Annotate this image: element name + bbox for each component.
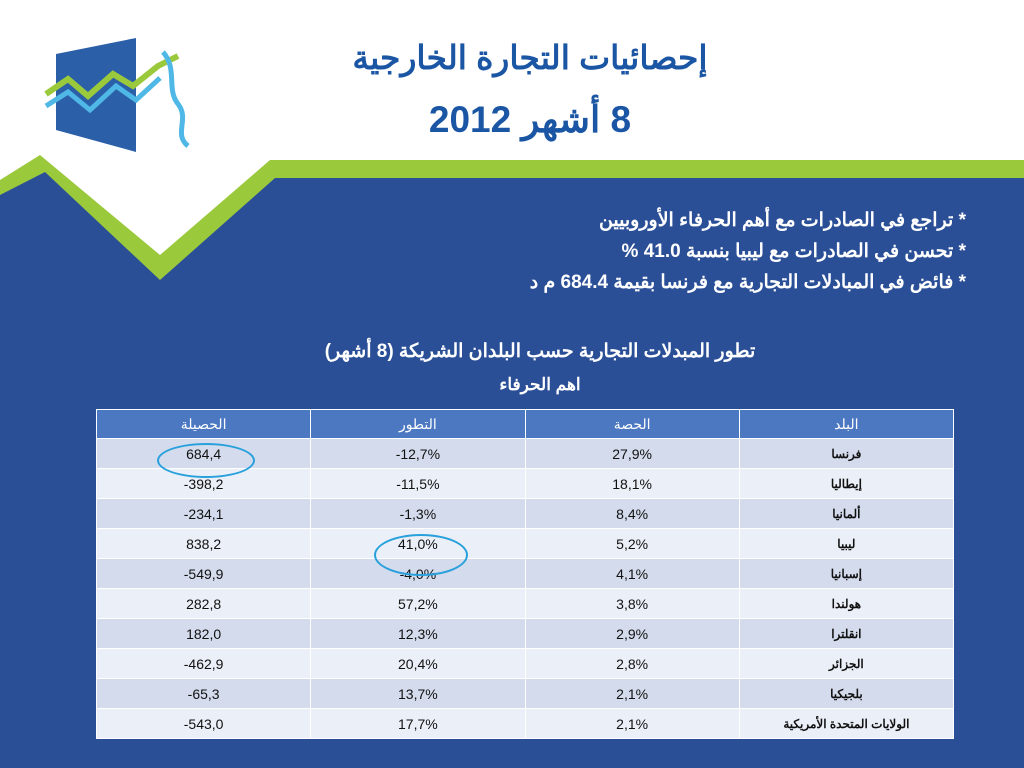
cell-country: الجزائر (738, 648, 955, 679)
cell-country: هولندا (738, 588, 955, 619)
cell-share: 2,1% (524, 708, 740, 739)
page-subtitle-period: 8 أشهر 2012 (428, 99, 632, 140)
cell-share: 3,8% (524, 588, 740, 619)
header-share: الحصة (524, 409, 740, 439)
cell-country: ليبيا (738, 528, 955, 559)
cell-share: 8,4% (524, 498, 740, 529)
cell-growth: 17,7% (310, 708, 526, 739)
cell-growth: -12,7% (310, 438, 526, 469)
cell-share: 18,1% (524, 468, 740, 499)
cell-growth: -11,5% (310, 468, 526, 499)
cell-growth: 20,4% (310, 648, 526, 679)
cell-share: 2,8% (524, 648, 740, 679)
highlight-circle-france-balance (157, 443, 255, 478)
cell-growth: 13,7% (310, 678, 526, 709)
cell-balance: 838,2 (95, 528, 312, 559)
table-caption: اهم الحرفاء (499, 375, 581, 394)
header-growth: التطور (310, 409, 526, 439)
table-row: ألمانيا 8,4% -1,3% -234,1 (95, 498, 955, 529)
table-header-row: البلد الحصة التطور الحصيلة (95, 409, 955, 439)
highlights-list: * تراجع في الصادرات مع أهم الحرفاء الأور… (266, 205, 966, 298)
cell-share: 4,1% (524, 558, 740, 589)
cell-country: إسبانيا (738, 558, 955, 589)
cell-balance: 282,8 (95, 588, 312, 619)
table-row: هولندا 3,8% 57,2% 282,8 (95, 588, 955, 619)
header-balance: الحصيلة (95, 409, 312, 439)
table-row: الولايات المتحدة الأمريكية 2,1% 17,7% -5… (95, 708, 955, 739)
cell-balance: -234,1 (95, 498, 312, 529)
cell-country: إيطاليا (738, 468, 955, 499)
table-row: بلجيكيا 2,1% 13,7% -65,3 (95, 678, 955, 709)
cell-growth: -1,3% (310, 498, 526, 529)
header-country: البلد (738, 409, 955, 439)
cell-balance: -462,9 (95, 648, 312, 679)
trade-partners-table: البلد الحصة التطور الحصيلة فرنسا 27,9% -… (95, 409, 955, 739)
cell-country: ألمانيا (738, 498, 955, 529)
highlight-item: * فائض في المبادلات التجارية مع فرنسا بق… (529, 272, 966, 293)
cell-share: 2,9% (524, 618, 740, 649)
cell-country: بلجيكيا (738, 678, 955, 709)
table-row: إسبانيا 4,1% -4,0% -549,9 (95, 558, 955, 589)
cell-balance: 182,0 (95, 618, 312, 649)
cell-share: 27,9% (524, 438, 740, 469)
cell-country: الولايات المتحدة الأمريكية (738, 708, 955, 739)
statistics-chart-logo-icon (44, 38, 190, 152)
cell-balance: -549,9 (95, 558, 312, 589)
cell-country: انقلترا (738, 618, 955, 649)
highlight-circle-libya-growth (374, 534, 468, 576)
table-row: الجزائر 2,8% 20,4% -462,9 (95, 648, 955, 679)
table-row: ليبيا 5,2% 41,0% 838,2 (95, 528, 955, 559)
highlight-item: * تراجع في الصادرات مع أهم الحرفاء الأور… (598, 210, 966, 231)
highlight-item: * تحسن في الصادرات مع ليبيا بنسبة 41.0 % (621, 241, 967, 262)
cell-balance: -543,0 (95, 708, 312, 739)
cell-share: 2,1% (524, 678, 740, 709)
cell-country: فرنسا (738, 438, 955, 469)
cell-growth: 12,3% (310, 618, 526, 649)
page-title: إحصائيات التجارة الخارجية (352, 39, 708, 76)
cell-share: 5,2% (524, 528, 740, 559)
cell-growth: 57,2% (310, 588, 526, 619)
table-title: تطور المبدلات التجارية حسب البلدان الشري… (324, 341, 756, 362)
cell-balance: -65,3 (95, 678, 312, 709)
table-row: انقلترا 2,9% 12,3% 182,0 (95, 618, 955, 649)
